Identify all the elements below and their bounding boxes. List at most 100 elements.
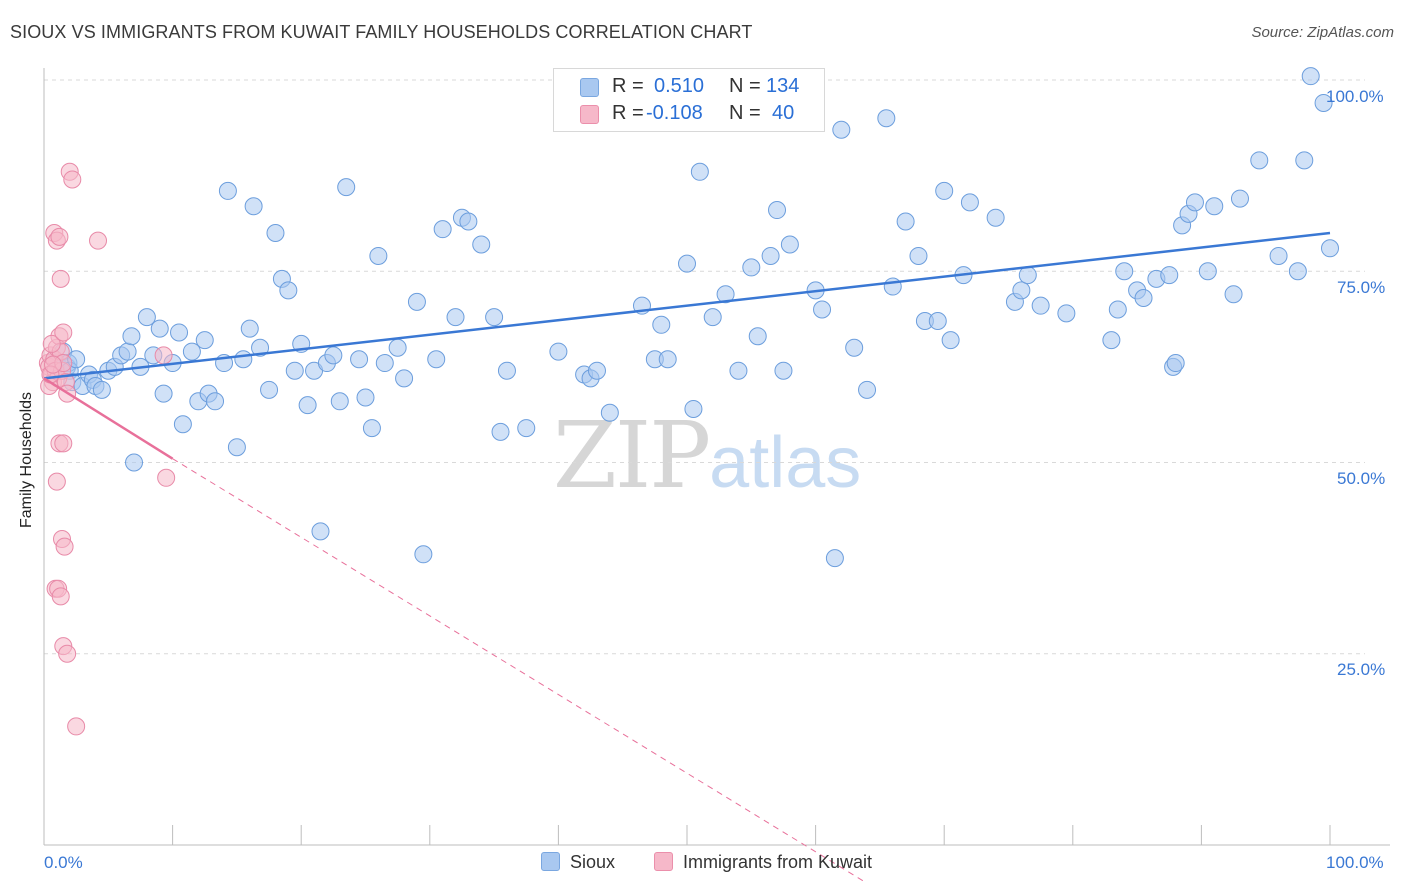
sioux-point [813,300,832,319]
sioux-point [658,350,677,369]
sioux-point [1295,151,1314,170]
kuwait-point [42,334,61,353]
sioux-point [703,308,722,327]
sioux-point [150,319,169,338]
kuwait-point [89,231,108,250]
x-tick-label-0: 0.0% [44,853,83,872]
sioux-point [768,201,787,220]
sioux-point [1115,262,1134,281]
legend-item-sioux: Sioux [541,852,615,873]
sioux-point [260,380,279,399]
sioux-point [266,224,285,242]
sioux-point [935,181,954,200]
kuwait-point [63,170,82,189]
y-tick-label-75: 75.0% [1337,278,1386,297]
sioux-point [330,392,349,411]
sioux-point [941,331,960,350]
sioux-point [497,361,516,380]
sioux-point [414,545,433,564]
sioux-point [780,235,799,254]
sioux-point [118,342,137,361]
sioux-point [227,438,246,457]
y-axis-label: Family Households [18,391,35,529]
sioux-swatch [580,78,599,97]
sioux-point [170,323,189,342]
watermark-zip: ZIP [553,402,711,509]
sioux-point [244,197,263,216]
y-tick-label-100: 100.0% [1326,87,1384,106]
kuwait-point [154,346,173,365]
sioux-point [587,361,606,380]
sioux-point [356,388,375,407]
sioux-point [1288,262,1307,281]
sioux-point [324,346,343,365]
sioux-point [182,342,201,361]
sioux-trendline [43,231,1331,380]
sioux-point [729,361,748,380]
sioux-point [154,384,173,403]
sioux-point [690,162,709,181]
sioux-point [459,212,478,231]
n-label: N = [729,75,761,97]
sioux-point [1160,266,1179,285]
sioux-point [678,254,696,273]
sioux-point [1108,300,1127,319]
r-label: R = [612,75,644,97]
kuwait-point [51,269,70,288]
sioux-point [716,285,735,304]
sioux-point [125,453,144,472]
sioux-point [517,419,536,438]
sioux-point [1057,304,1076,323]
sioux-point [774,361,793,380]
source-label: Source: ZipAtlas.com [1251,24,1394,41]
y-tick-label-25: 25.0% [1337,660,1386,679]
sioux-point [285,361,304,380]
sioux-point [909,246,928,265]
sioux-point [1205,197,1224,216]
stats-legend: R = 0.510 N = 134 R = -0.108 N = 40 [553,68,825,132]
kuwait-point [58,644,77,663]
sioux-point [206,392,225,411]
sioux-point [362,419,381,438]
kuwait-point [54,323,73,342]
sioux-point [896,212,915,231]
sioux-point [1250,151,1269,170]
sioux-point [240,319,259,338]
kuwait-point [54,434,73,453]
sioux-point [369,246,388,265]
sioux-point [986,208,1005,227]
kuwait-point [50,227,69,246]
sioux-point [375,354,394,373]
sioux-point [600,403,619,422]
sioux-point [1185,193,1204,212]
sioux-point [1018,266,1037,285]
sioux-point [311,522,330,541]
kuwait-point [55,537,74,556]
sioux-point [1134,289,1153,308]
r-value: -0.108 [646,102,703,124]
legend-label-sioux: Sioux [570,852,616,872]
kuwait-trendline-extension [172,458,868,884]
kuwait-point [44,355,63,374]
sioux-point [195,331,214,350]
sioux-point [137,308,156,327]
sioux-point [337,178,356,197]
sioux-point [218,181,237,200]
sioux-point [92,380,111,399]
chart-title: SIOUX VS IMMIGRANTS FROM KUWAIT FAMILY H… [10,22,753,42]
sioux-point [446,308,465,327]
kuwait-point [51,587,70,606]
sioux-point [684,399,703,418]
sioux-point [122,327,141,346]
sioux-point [427,350,446,369]
sioux-point [1230,189,1249,208]
sioux-point [960,193,979,212]
y-tick-label-50: 50.0% [1337,469,1386,488]
sioux-point [395,369,414,388]
sioux-point [845,338,864,357]
sioux-point [1301,67,1320,86]
kuwait-point [157,468,176,487]
x-tick-label-100: 100.0% [1326,853,1384,872]
legend-swatch-kuwait [654,852,673,871]
